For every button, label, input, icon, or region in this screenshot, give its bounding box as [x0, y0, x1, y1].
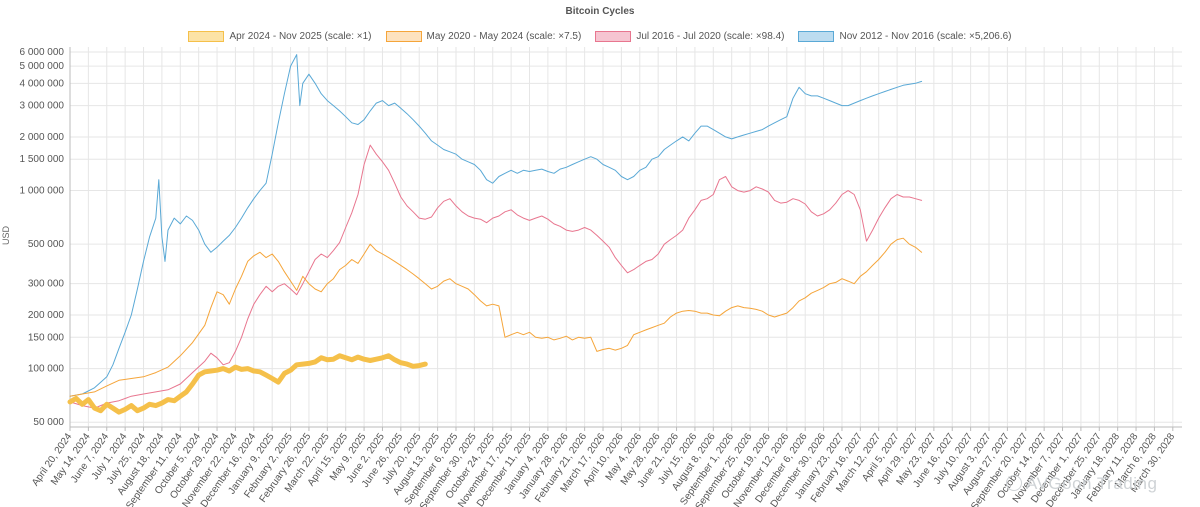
series-line-4 [69, 54, 923, 397]
series-line-1 [67, 353, 428, 415]
legend-swatch-2 [385, 31, 422, 42]
info-circle-icon [1006, 475, 1022, 491]
y-tick-label: 100 000 [28, 364, 65, 375]
legend-swatch-3 [595, 31, 632, 42]
legend-label-4: Nov 2012 - Nov 2016 (scale: ×5,206.6) [839, 31, 1012, 42]
y-tick-label: 200 000 [28, 310, 65, 321]
legend-swatch-1 [188, 31, 225, 42]
legend-swatch-4 [798, 31, 835, 42]
legend-item-1[interactable]: Apr 2024 - Nov 2025 (scale: ×1) [188, 31, 372, 42]
y-tick-label: 5 000 000 [20, 61, 65, 72]
legend-label-1: Apr 2024 - Nov 2025 (scale: ×1) [229, 31, 372, 42]
y-tick-label: 150 000 [28, 332, 65, 343]
legend: Apr 2024 - Nov 2025 (scale: ×1) May 2020… [0, 31, 1200, 42]
y-tick-label: 1 500 000 [20, 154, 65, 165]
legend-label-3: Jul 2016 - Jul 2020 (scale: ×98.4) [636, 31, 785, 42]
y-tick-label: 1 000 000 [20, 186, 65, 197]
y-tick-label: 500 000 [28, 239, 65, 250]
series-line-3 [69, 144, 923, 409]
legend-item-2[interactable]: May 2020 - May 2024 (scale: ×7.5) [385, 31, 582, 42]
legend-item-4[interactable]: Nov 2012 - Nov 2016 (scale: ×5,206.6) [798, 31, 1012, 42]
legend-label-2: May 2020 - May 2024 (scale: ×7.5) [426, 31, 582, 42]
y-tick-label: 300 000 [28, 279, 65, 290]
y-tick-label: 2 000 000 [20, 132, 65, 143]
chart-title: Bitcoin Cycles [565, 6, 635, 17]
series-line-2 [69, 237, 923, 397]
y-tick-label: 3 000 000 [20, 101, 65, 112]
y-tick-label: 50 000 [33, 417, 64, 428]
y-tick-label: 4 000 000 [20, 78, 65, 89]
legend-item-3[interactable]: Jul 2016 - Jul 2020 (scale: ×98.4) [595, 31, 784, 42]
watermark: AVGoon Trading [1006, 474, 1157, 494]
y-tick-label: 6 000 000 [20, 47, 65, 58]
watermark-text: AVGoon Trading [1026, 474, 1158, 493]
